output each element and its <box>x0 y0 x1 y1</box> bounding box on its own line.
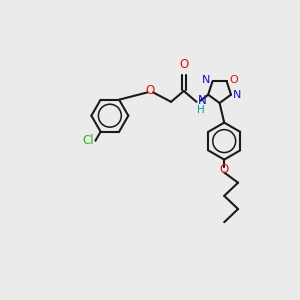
Text: O: O <box>179 58 188 71</box>
Text: N: N <box>197 94 206 107</box>
Text: Cl: Cl <box>82 134 94 147</box>
Text: H: H <box>197 105 205 115</box>
Text: N: N <box>233 90 242 100</box>
Text: O: O <box>146 85 155 98</box>
Text: O: O <box>229 75 238 85</box>
Text: N: N <box>202 75 210 85</box>
Text: O: O <box>220 163 229 176</box>
